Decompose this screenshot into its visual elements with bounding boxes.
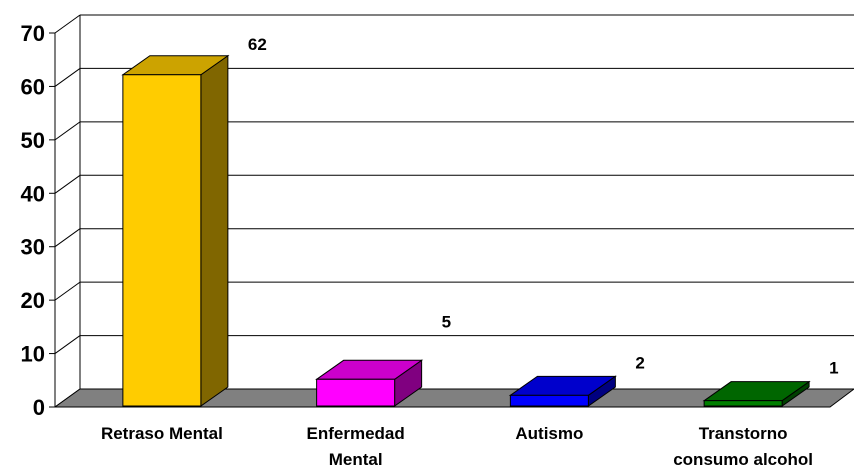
- bar: [702, 380, 811, 407]
- y-tick-label: 20: [21, 288, 45, 313]
- data-label: 1: [829, 359, 838, 378]
- data-label: 2: [635, 353, 644, 372]
- bar: [315, 359, 424, 407]
- gridline-depth: [54, 281, 81, 301]
- y-axis: 0 10 20 30 40 50 60 70: [21, 21, 56, 420]
- data-label: 62: [248, 35, 267, 54]
- bar: [121, 54, 230, 407]
- category-label: Retraso Mental: [101, 424, 223, 443]
- category-label: Transtorno consumo alcohol: [673, 424, 813, 469]
- bar-front: [316, 378, 396, 407]
- gridline-depth: [54, 174, 81, 194]
- bar: [508, 375, 617, 407]
- y-tick-label: 0: [33, 395, 45, 420]
- y-tick-label: 60: [21, 74, 45, 99]
- gridline-depth: [54, 14, 81, 34]
- gridline-depth: [54, 335, 81, 354]
- bar-front: [509, 394, 589, 407]
- bars: [121, 54, 811, 407]
- floor-plane: [53, 388, 854, 408]
- bar-side: [200, 54, 229, 407]
- y-tick-label: 10: [21, 342, 45, 367]
- gridline-depth: [54, 68, 81, 87]
- chart-floor: [53, 388, 854, 408]
- gridline-depth: [54, 121, 81, 141]
- data-labels: 62 5 2 1: [248, 35, 839, 378]
- bar-front: [122, 74, 202, 407]
- data-label: 5: [442, 312, 451, 331]
- category-label: Autismo: [515, 424, 583, 443]
- category-label: Enfermedad Mental: [307, 424, 405, 469]
- bar-front: [703, 400, 783, 407]
- y-tick-label: 70: [21, 21, 45, 46]
- category-labels: Retraso Mental Enfermedad Mental Autismo Tra…: [101, 424, 813, 469]
- y-tick-label: 40: [21, 181, 45, 206]
- y-tick-label: 30: [21, 235, 45, 260]
- gridline-depth: [54, 228, 81, 248]
- y-tick-label: 50: [21, 128, 45, 153]
